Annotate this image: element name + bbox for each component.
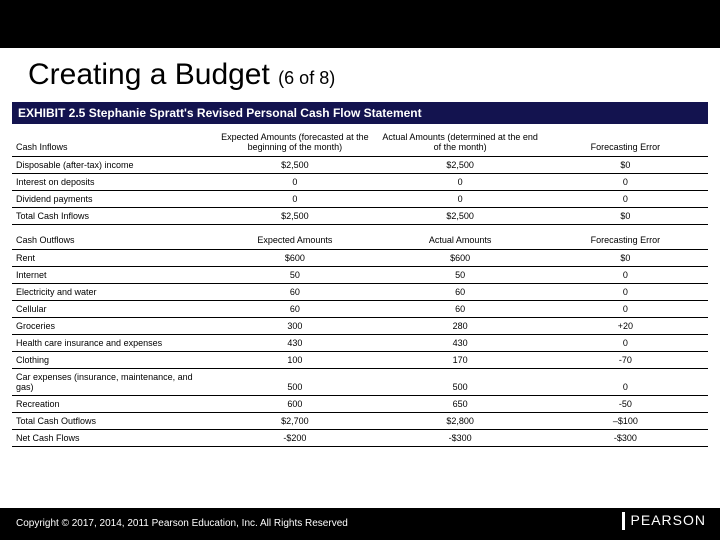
table-row: Total Cash Inflows$2,500$2,500$0 [12, 208, 708, 225]
title-main: Creating a Budget [28, 58, 278, 91]
table-cell: $600 [212, 250, 377, 267]
table-cell: 0 [378, 174, 543, 191]
table-cell: Total Cash Inflows [12, 208, 212, 225]
slide: Creating a Budget (6 of 8) EXHIBIT 2.5 S… [0, 0, 720, 540]
table-cell: 0 [543, 369, 708, 396]
table-cell: $0 [543, 208, 708, 225]
table-row: Dividend payments000 [12, 191, 708, 208]
hdr-inflows-c4: Forecasting Error [543, 126, 708, 157]
table-cell: Car expenses (insurance, maintenance, an… [12, 369, 212, 396]
table-cell: Rent [12, 250, 212, 267]
table-cell: 60 [378, 284, 543, 301]
table-cell: 600 [212, 396, 377, 413]
table-row: Clothing100170-70 [12, 352, 708, 369]
hdr-outflows-c3: Actual Amounts [378, 225, 543, 250]
table-cell: $2,500 [212, 208, 377, 225]
table-row: Car expenses (insurance, maintenance, an… [12, 369, 708, 396]
table-cell: Recreation [12, 396, 212, 413]
table-cell: 0 [212, 191, 377, 208]
hdr-outflows-c2: Expected Amounts [212, 225, 377, 250]
table-cell: -$300 [543, 430, 708, 447]
table-cell: Disposable (after-tax) income [12, 157, 212, 174]
table-row: Total Cash Outflows$2,700$2,800–$100 [12, 413, 708, 430]
inflows-header-row: Cash Inflows Expected Amounts (forecaste… [12, 126, 708, 157]
table-cell: Total Cash Outflows [12, 413, 212, 430]
title-sub: (6 of 8) [278, 68, 335, 88]
pearson-text: PEARSON [631, 512, 706, 528]
table-row: Internet50500 [12, 267, 708, 284]
table-cell: 100 [212, 352, 377, 369]
table-row: Groceries300280+20 [12, 318, 708, 335]
hdr-inflows-c3: Actual Amounts (determined at the end of… [378, 126, 543, 157]
table-cell: Electricity and water [12, 284, 212, 301]
table-cell: $600 [378, 250, 543, 267]
hdr-inflows-c2: Expected Amounts (forecasted at the begi… [212, 126, 377, 157]
table-cell: Dividend payments [12, 191, 212, 208]
table-cell: Groceries [12, 318, 212, 335]
pearson-logo: PEARSON [622, 504, 706, 536]
outflows-header-row: Cash Outflows Expected Amounts Actual Am… [12, 225, 708, 250]
table-cell: Clothing [12, 352, 212, 369]
table-cell: 0 [543, 301, 708, 318]
table-row: Electricity and water60600 [12, 284, 708, 301]
table-cell: 300 [212, 318, 377, 335]
table-row: Health care insurance and expenses430430… [12, 335, 708, 352]
exhibit-bar: EXHIBIT 2.5 Stephanie Spratt's Revised P… [12, 102, 708, 124]
table-cell: Internet [12, 267, 212, 284]
table-cell: 0 [212, 174, 377, 191]
table-cell: Health care insurance and expenses [12, 335, 212, 352]
table-cell: -50 [543, 396, 708, 413]
table-cell: 280 [378, 318, 543, 335]
table-cell: 60 [378, 301, 543, 318]
table-cell: +20 [543, 318, 708, 335]
page-title: Creating a Budget (6 of 8) [28, 58, 335, 92]
table-cell: $2,500 [378, 208, 543, 225]
table-cell: 0 [543, 335, 708, 352]
table-cell: 430 [378, 335, 543, 352]
hdr-outflows-c1: Cash Outflows [12, 225, 212, 250]
footer-bar: Copyright © 2017, 2014, 2011 Pearson Edu… [0, 508, 720, 540]
table-cell: 50 [212, 267, 377, 284]
table-cell: 170 [378, 352, 543, 369]
table-cell: -70 [543, 352, 708, 369]
table-cell: 50 [378, 267, 543, 284]
outflows-body: Rent$600$600$0Internet50500Electricity a… [12, 250, 708, 447]
table-cell: 60 [212, 284, 377, 301]
copyright-text: Copyright © 2017, 2014, 2011 Pearson Edu… [16, 518, 348, 529]
table-cell: $0 [543, 250, 708, 267]
table-cell: $2,500 [378, 157, 543, 174]
table-row: Disposable (after-tax) income$2,500$2,50… [12, 157, 708, 174]
table-cell: 430 [212, 335, 377, 352]
table-cell: -$200 [212, 430, 377, 447]
table-cell: Interest on deposits [12, 174, 212, 191]
table-cell: –$100 [543, 413, 708, 430]
table-cell: 500 [212, 369, 377, 396]
table-cell: 0 [378, 191, 543, 208]
table-cell: 0 [543, 191, 708, 208]
table-cell: $2,800 [378, 413, 543, 430]
table-cell: 650 [378, 396, 543, 413]
table-cell: $2,500 [212, 157, 377, 174]
table-cell: $0 [543, 157, 708, 174]
table-cell: 60 [212, 301, 377, 318]
cashflow-table-wrap: Cash Inflows Expected Amounts (forecaste… [12, 126, 708, 447]
hdr-inflows-c1: Cash Inflows [12, 126, 212, 157]
table-cell: -$300 [378, 430, 543, 447]
table-row: Recreation600650-50 [12, 396, 708, 413]
table-row: Interest on deposits000 [12, 174, 708, 191]
table-cell: $2,700 [212, 413, 377, 430]
table-row: Rent$600$600$0 [12, 250, 708, 267]
table-cell: 500 [378, 369, 543, 396]
table-cell: 0 [543, 174, 708, 191]
table-cell: 0 [543, 267, 708, 284]
inflows-body: Disposable (after-tax) income$2,500$2,50… [12, 157, 708, 225]
hdr-outflows-c4: Forecasting Error [543, 225, 708, 250]
cashflow-table: Cash Inflows Expected Amounts (forecaste… [12, 126, 708, 447]
table-row: Cellular60600 [12, 301, 708, 318]
table-cell: Cellular [12, 301, 212, 318]
pearson-bar-icon [622, 512, 625, 530]
table-cell: 0 [543, 284, 708, 301]
table-row: Net Cash Flows-$200-$300-$300 [12, 430, 708, 447]
table-cell: Net Cash Flows [12, 430, 212, 447]
